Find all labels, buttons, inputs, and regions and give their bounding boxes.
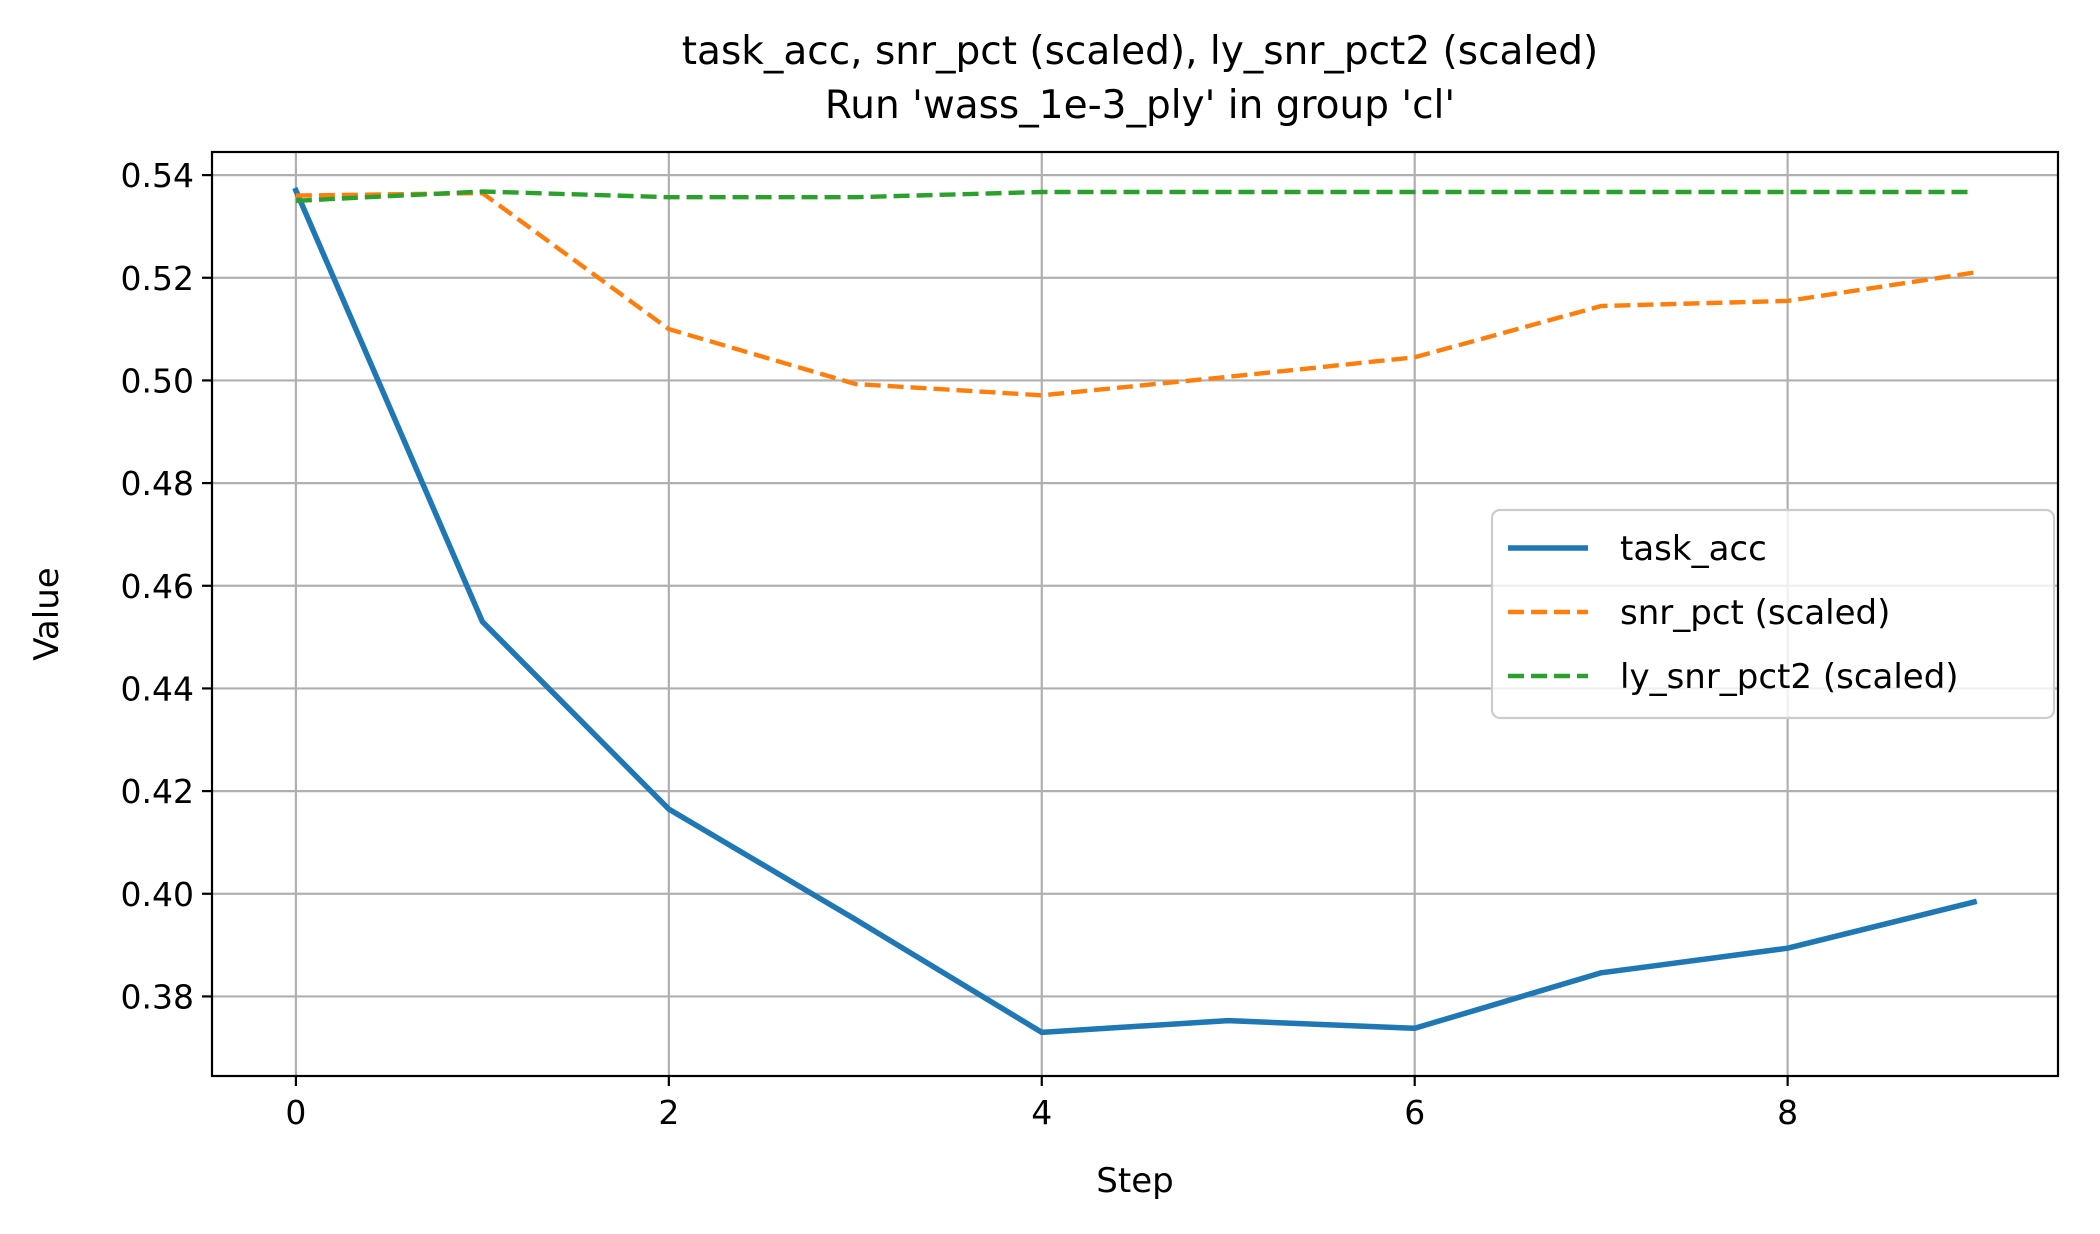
axes-frame <box>210 150 2060 1078</box>
y-tick-label: 0.40 <box>121 875 194 914</box>
legend: task_acc snr_pct (scaled) ly_snr_pct2 (sca… <box>1490 508 2056 720</box>
y-tick-label: 0.46 <box>121 567 194 606</box>
x-tick-label: 8 <box>1777 1093 1798 1132</box>
chart-title: task_acc, snr_pct (scaled), ly_snr_pct2 … <box>682 29 1598 74</box>
series-layer <box>292 186 1978 1036</box>
legend-label: task_acc <box>1620 529 1767 569</box>
y-tick-label: 0.54 <box>121 156 194 195</box>
y-tick-label: 0.50 <box>121 361 194 400</box>
series-line-snr-pct-scaled <box>295 190 1975 398</box>
x-tick-label: 0 <box>285 1093 306 1132</box>
legend-box <box>1490 508 2056 720</box>
ticks: 0 2 4 6 8 0.38 0.40 0.42 0.44 0.46 0.48 0.50 0.52 0.5… <box>121 156 1799 1132</box>
y-axis-label: Value <box>27 567 67 660</box>
series-line-task-acc <box>292 186 1978 1036</box>
y-tick-label: 0.52 <box>121 259 194 298</box>
series-line-ly-snr-pct2-scaled <box>295 189 1975 203</box>
x-axis-label: Step <box>1096 1161 1173 1201</box>
legend-label: snr_pct (scaled) <box>1620 593 1890 633</box>
y-tick-label: 0.44 <box>121 669 194 708</box>
y-tick-label: 0.38 <box>121 977 194 1016</box>
x-tick-label: 6 <box>1404 1093 1425 1132</box>
chart-subtitle: Run 'wass_1e-3_ply' in group 'cl' <box>825 83 1455 128</box>
y-tick-label: 0.48 <box>121 464 194 503</box>
x-tick-label: 4 <box>1031 1093 1052 1132</box>
y-tick-label: 0.42 <box>121 772 194 811</box>
legend-label: ly_snr_pct2 (scaled) <box>1620 657 1959 697</box>
x-tick-label: 2 <box>658 1093 679 1132</box>
